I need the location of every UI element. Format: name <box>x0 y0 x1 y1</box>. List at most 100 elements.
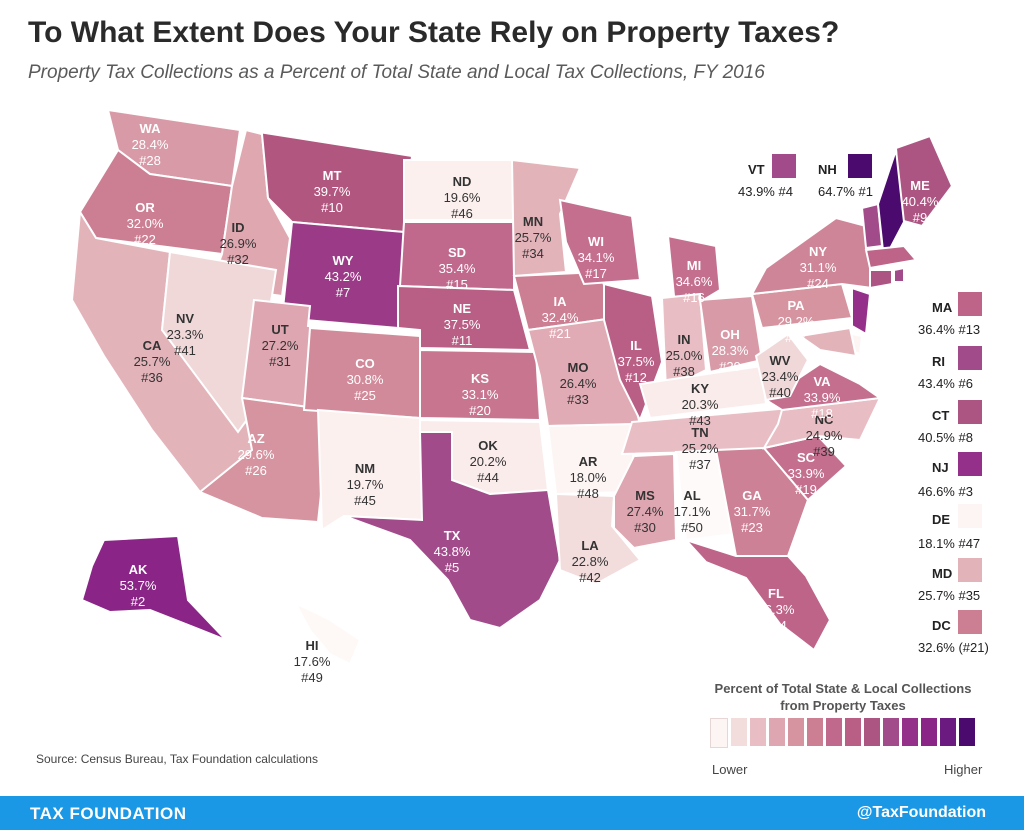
state-value: 33.9% <box>788 466 825 481</box>
footer-brand: TAX FOUNDATION <box>30 804 187 823</box>
state-label-hi: HI 17.6% #49 <box>294 638 331 685</box>
state-abbr: NC <box>815 412 834 427</box>
state-abbr: KS <box>471 371 489 386</box>
state-value: 31.7% <box>734 504 771 519</box>
state-rank: #19 <box>795 482 817 497</box>
state-ct <box>869 269 893 290</box>
state-rank: #36 <box>141 370 163 385</box>
state-value: 36.3% <box>758 602 795 617</box>
state-label-pa: PA 29.2% #27 <box>778 298 815 345</box>
state-label-wy: WY 43.2% #7 <box>325 253 362 300</box>
state-value: 30.8% <box>347 372 384 387</box>
state-nh <box>876 149 906 264</box>
state-abbr: AZ <box>247 431 264 446</box>
state-label-ak: AK 53.7% #2 <box>120 562 157 609</box>
state-label-va: VA 33.9% #18 <box>804 374 841 421</box>
state-rank: #33 <box>567 392 589 407</box>
state-rank: #26 <box>245 463 267 478</box>
state-value: 17.6% <box>294 654 331 669</box>
legend-swatch <box>864 718 880 746</box>
legend-swatch <box>710 718 728 748</box>
state-label-ms: MS 27.4% #30 <box>627 488 664 535</box>
legend-swatch <box>731 718 747 746</box>
state-rank: #27 <box>785 330 807 345</box>
state-rank: #14 <box>765 618 787 633</box>
state-rank: #41 <box>174 343 196 358</box>
state-abbr: MI <box>687 258 701 273</box>
state-value: 31.1% <box>800 260 837 275</box>
state-value: 17.1% <box>674 504 711 519</box>
state-label-id: ID 26.9% #32 <box>220 220 257 267</box>
state-abbr: NY <box>809 244 827 259</box>
state-abbr: TN <box>691 425 708 440</box>
state-abbr: CO <box>355 356 375 371</box>
callout-value-ct: 40.5% #8 <box>918 430 973 445</box>
state-abbr: MO <box>568 360 589 375</box>
state-rank: #22 <box>134 232 156 247</box>
state-ma <box>864 244 918 270</box>
state-label-az: AZ 29.6% #26 <box>238 431 275 478</box>
state-rank: #12 <box>625 370 647 385</box>
state-nj <box>851 286 872 336</box>
state-value: 28.3% <box>712 343 749 358</box>
state-rank: #34 <box>522 246 544 261</box>
callout-abbr-nh: NH <box>818 162 837 177</box>
state-value: 34.6% <box>676 274 713 289</box>
state-label-sd: SD 35.4% #15 <box>439 245 476 292</box>
state-rank: #43 <box>689 413 711 428</box>
legend-swatch <box>788 718 804 746</box>
state-rank: #46 <box>451 206 473 221</box>
legend-swatch <box>750 718 766 746</box>
state-value: 28.4% <box>132 137 169 152</box>
state-mn <box>510 158 582 278</box>
state-value: 19.6% <box>444 190 481 205</box>
state-label-nm: NM 19.7% #45 <box>347 461 384 508</box>
state-abbr: WA <box>140 121 162 136</box>
callout-abbr-vt: VT <box>748 162 765 177</box>
callout-swatch-ri <box>958 346 982 370</box>
legend-high-label: Higher <box>944 762 983 777</box>
callout-swatch-dc <box>958 610 982 634</box>
callout-value-ri: 43.4% #6 <box>918 376 973 391</box>
state-abbr: IN <box>678 332 691 347</box>
state-label-oh: OH 28.3% #29 <box>712 327 749 374</box>
state-label-fl: FL 36.3% #14 <box>758 586 795 633</box>
state-value: 27.4% <box>627 504 664 519</box>
callout-abbr-de: DE <box>932 512 951 527</box>
state-rank: #48 <box>577 486 599 501</box>
state-value: 25.7% <box>515 230 552 245</box>
state-label-ny: NY 31.1% #24 <box>800 244 837 291</box>
state-abbr: SC <box>797 450 816 465</box>
page-title: To What Extent Does Your State Rely on P… <box>28 16 840 49</box>
state-label-co: CO 30.8% #25 <box>347 356 384 403</box>
state-value: 37.5% <box>444 317 481 332</box>
legend-swatch <box>959 718 975 746</box>
state-label-ia: IA 32.4% #21 <box>542 294 579 341</box>
callout-value-nh: 64.7% #1 <box>818 184 873 199</box>
state-value: 23.4% <box>762 369 799 384</box>
state-ne <box>397 284 532 352</box>
state-value: 33.9% <box>804 390 841 405</box>
callout-abbr-ct: CT <box>932 408 950 423</box>
state-label-nv: NV 23.3% #41 <box>167 311 204 358</box>
state-rank: #2 <box>131 594 145 609</box>
state-label-ca: CA 25.7% #36 <box>134 338 171 385</box>
state-label-ks: KS 33.1% #20 <box>462 371 499 418</box>
callout-swatch-vt <box>772 154 796 178</box>
state-value: 33.1% <box>462 387 499 402</box>
callout-swatch-ma <box>958 292 982 316</box>
state-value: 22.8% <box>572 554 609 569</box>
state-abbr: PA <box>787 298 805 313</box>
state-wi <box>558 198 642 286</box>
state-label-me: ME 40.4% #9 <box>902 178 939 225</box>
state-abbr: WI <box>588 234 604 249</box>
state-abbr: IA <box>554 294 568 309</box>
state-abbr: OH <box>720 327 740 342</box>
state-rank: #37 <box>689 457 711 472</box>
state-abbr: TX <box>444 528 461 543</box>
state-ga <box>714 446 810 557</box>
state-value: 39.7% <box>314 184 351 199</box>
callout-swatch-nh <box>848 154 872 178</box>
state-label-il: IL 37.5% #12 <box>618 338 655 385</box>
state-label-mo: MO 26.4% #33 <box>560 360 597 407</box>
